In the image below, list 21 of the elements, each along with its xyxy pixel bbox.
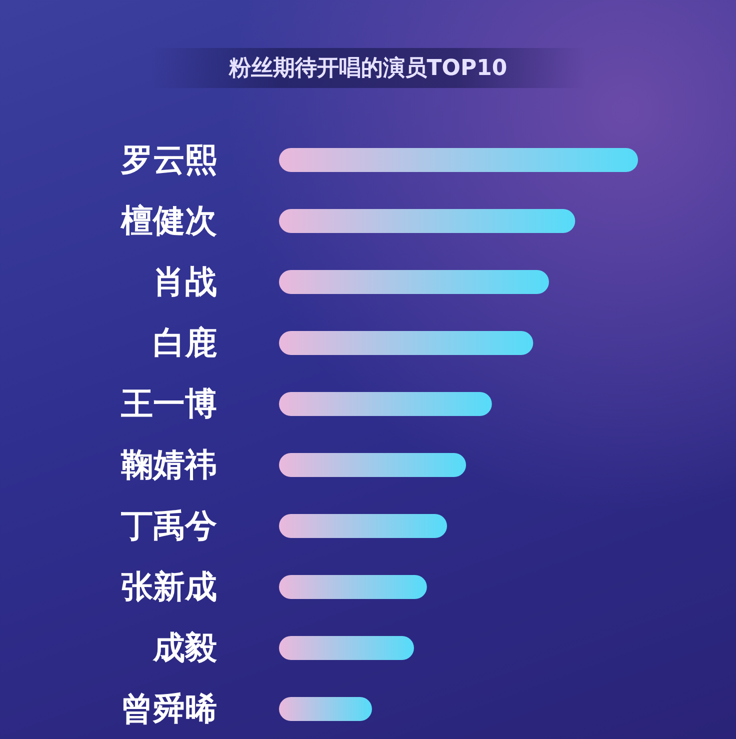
y-tick-label: 肖战 (153, 262, 217, 300)
bar (279, 514, 448, 538)
bar (279, 392, 492, 416)
bar (279, 270, 549, 294)
bar (279, 697, 372, 721)
bar (279, 209, 576, 233)
bar (279, 453, 466, 477)
bar (279, 575, 427, 599)
y-tick-label: 丁禹兮 (120, 506, 217, 544)
y-tick-label: 白鹿 (153, 324, 217, 362)
bar (279, 148, 638, 172)
y-tick-label: 曾舜晞 (121, 690, 217, 728)
chart-title: 粉丝期待开唱的演员TOP10 (150, 48, 586, 88)
y-tick-label: 王一博 (120, 384, 217, 422)
y-tick-label: 张新成 (121, 568, 217, 606)
bar (279, 636, 414, 660)
bar (279, 331, 534, 355)
y-tick-label: 檀健次 (120, 202, 217, 240)
y-tick-label: 鞠婧祎 (120, 446, 217, 484)
y-tick-label: 罗云熙 (120, 140, 217, 178)
y-tick-label: 成毅 (152, 628, 218, 666)
